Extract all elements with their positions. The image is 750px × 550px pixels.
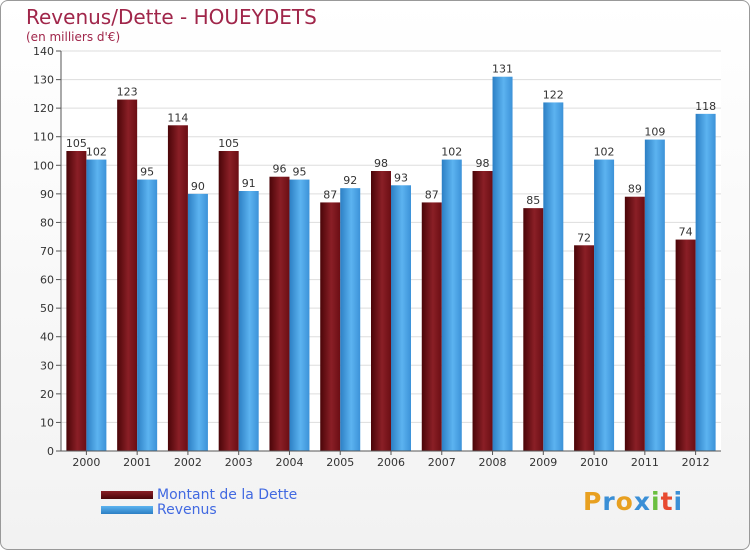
bar-revenus-2001 (137, 179, 158, 452)
x-tick-label: 2000 (72, 456, 100, 469)
x-tick-label: 2001 (123, 456, 151, 469)
data-label: 109 (644, 126, 665, 139)
bar-dette-2006 (371, 171, 391, 451)
bar-dette-2000 (66, 151, 87, 451)
data-label: 102 (594, 146, 615, 159)
x-tick-label: 2010 (580, 456, 608, 469)
data-label: 98 (374, 157, 388, 170)
chart-title: Revenus/Dette - HOUEYDETS (26, 5, 317, 29)
x-tick-label: 2005 (326, 456, 354, 469)
y-tick-label: 100 (33, 159, 54, 172)
x-tick-label: 2003 (225, 456, 253, 469)
x-tick-label: 2009 (529, 456, 557, 469)
data-label: 89 (628, 183, 642, 196)
y-tick-label: 130 (33, 74, 54, 87)
bar-revenus-2007 (441, 159, 462, 452)
y-tick-label: 60 (40, 274, 54, 287)
logo-letter: i (651, 487, 661, 516)
data-label: 118 (695, 100, 716, 113)
bar-revenus-2005 (340, 188, 361, 451)
data-label: 131 (492, 63, 513, 76)
logo-letter: r (602, 487, 616, 516)
x-tick-label: 2008 (479, 456, 507, 469)
logo-letter: i (673, 487, 684, 516)
bar-revenus-2004 (289, 179, 310, 452)
bar-revenus-2010 (594, 159, 615, 452)
y-tick-label: 80 (40, 216, 54, 229)
logo-letter: x (633, 487, 651, 516)
legend-item-revenus: Revenus (101, 502, 217, 518)
data-label: 90 (191, 180, 205, 193)
y-tick-label: 0 (47, 445, 54, 458)
data-label: 98 (476, 157, 490, 170)
x-tick-label: 2012 (682, 456, 710, 469)
bar-dette-2007 (421, 202, 442, 451)
bar-dette-2008 (472, 171, 493, 451)
bar-revenus-2002 (187, 193, 208, 451)
legend-item-debt: Montant de la Dette (101, 487, 297, 503)
data-label: 95 (292, 166, 306, 179)
legend-label-debt: Montant de la Dette (157, 487, 298, 503)
data-label: 74 (679, 226, 693, 239)
x-tick-label: 2004 (275, 456, 303, 469)
bar-dette-2012 (675, 239, 696, 451)
data-label: 72 (577, 231, 591, 244)
bar-dette-2011 (624, 196, 645, 451)
bar-dette-2004 (269, 176, 290, 451)
data-label: 96 (272, 163, 286, 176)
y-tick-label: 20 (40, 388, 54, 401)
data-label: 102 (441, 146, 462, 159)
data-label: 87 (425, 188, 439, 201)
bar-dette-2003 (218, 151, 239, 451)
data-label: 87 (323, 188, 337, 201)
bar-revenus-2000 (86, 159, 107, 452)
chart-subtitle: (en milliers d'€) (26, 30, 121, 44)
data-label: 93 (394, 171, 408, 184)
y-tick-label: 110 (33, 131, 54, 144)
legend-swatch-debt (101, 491, 153, 499)
y-tick-label: 40 (40, 331, 54, 344)
bar-revenus-2009 (543, 102, 564, 451)
data-label: 114 (167, 111, 188, 124)
data-label: 122 (543, 88, 564, 101)
data-label: 123 (117, 86, 138, 99)
x-tick-label: 2006 (377, 456, 405, 469)
bar-revenus-2012 (695, 113, 716, 451)
x-tick-label: 2011 (631, 456, 659, 469)
bar-revenus-2011 (644, 139, 665, 452)
bar-dette-2005 (320, 202, 341, 451)
y-tick-label: 30 (40, 359, 54, 372)
bar-dette-2010 (574, 245, 595, 451)
logo-letter: o (615, 487, 634, 516)
y-tick-label: 140 (33, 45, 54, 58)
y-tick-label: 90 (40, 188, 54, 201)
legend-label-revenus: Revenus (157, 502, 217, 518)
data-label: 85 (526, 194, 540, 207)
bar-dette-2009 (523, 208, 544, 451)
legend-swatch-revenus (101, 506, 153, 514)
bar-revenus-2006 (391, 185, 411, 452)
y-tick-label: 10 (40, 416, 54, 429)
y-tick-label: 120 (33, 102, 54, 115)
bar-dette-2001 (117, 99, 138, 452)
x-tick-label: 2002 (174, 456, 202, 469)
y-tick-label: 70 (40, 245, 54, 258)
data-label: 92 (343, 174, 357, 187)
data-label: 91 (242, 177, 256, 190)
data-label: 102 (86, 146, 107, 159)
x-tick-label: 2007 (428, 456, 456, 469)
logo-letter: P (583, 487, 603, 516)
bar-revenus-2003 (238, 191, 259, 451)
bar-revenus-2008 (492, 76, 513, 451)
y-tick-label: 50 (40, 302, 54, 315)
bar-dette-2002 (167, 125, 188, 452)
proxiti-logo: Proxiti (583, 487, 683, 516)
data-label: 95 (140, 166, 154, 179)
logo-letter: t (660, 487, 674, 516)
data-label: 105 (66, 137, 87, 150)
data-label: 105 (218, 137, 239, 150)
